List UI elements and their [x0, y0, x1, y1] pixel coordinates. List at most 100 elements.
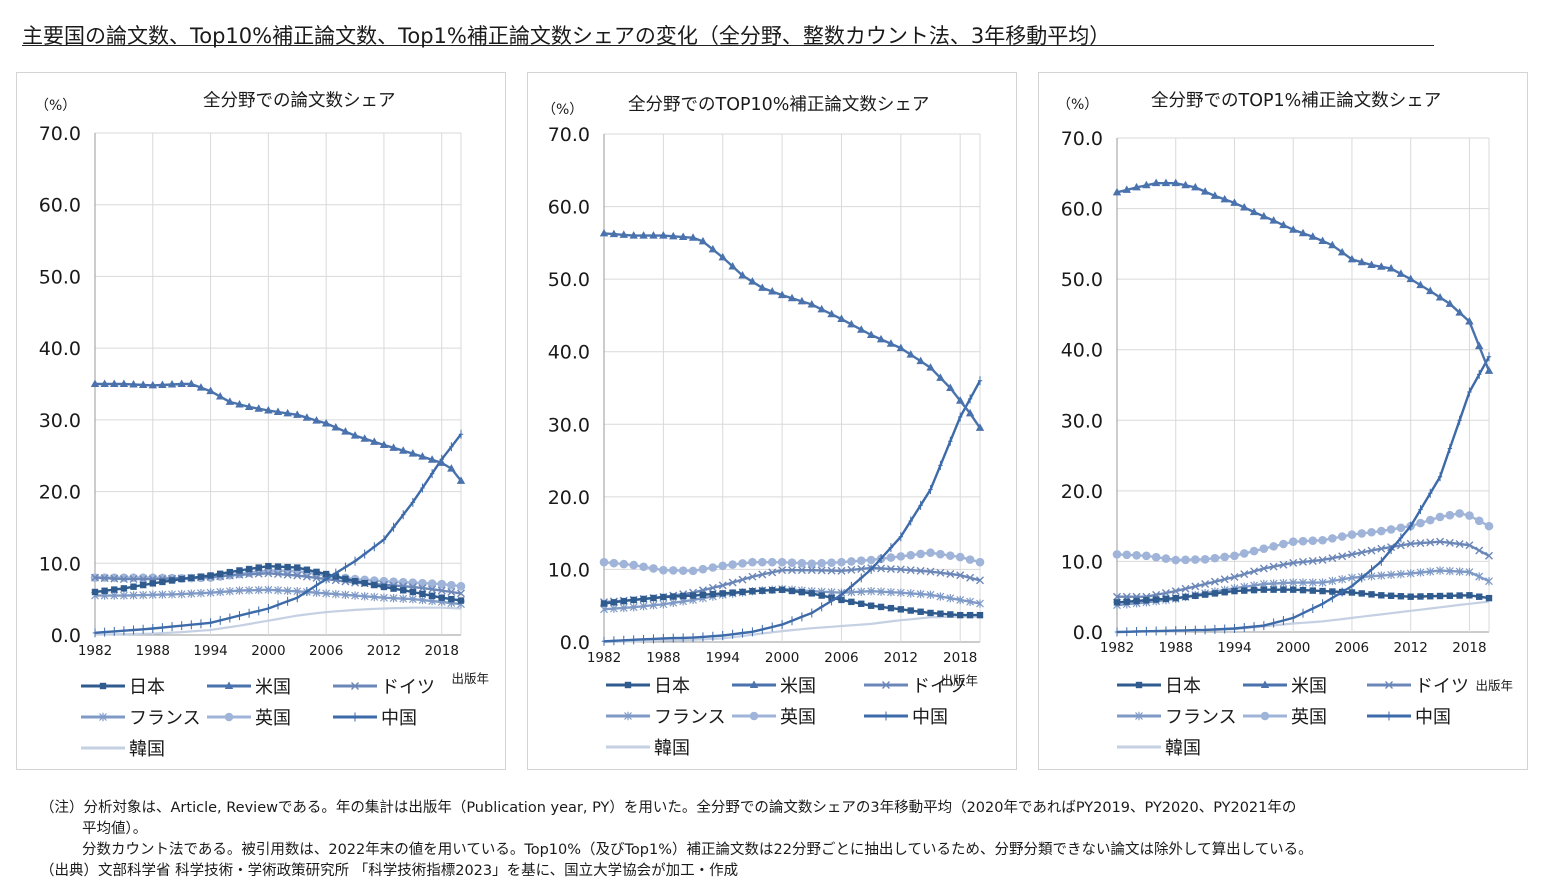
legend-swatch-marker	[1135, 711, 1143, 721]
data-point	[1377, 571, 1386, 580]
data-point	[1347, 254, 1357, 263]
note-line-1: （注）分析対象は、Article, Reviewである。年の集計は出版年（Pub…	[40, 800, 1297, 816]
data-point	[1122, 185, 1131, 193]
data-point	[976, 599, 984, 608]
data-point	[295, 593, 300, 603]
data-point	[858, 600, 865, 607]
legend-swatch-marker	[1135, 681, 1143, 689]
data-point	[343, 562, 348, 572]
page-title: 主要国の論文数、Top10%補正論文数、Top1%補正論文数シェアの変化（全分野…	[22, 24, 1111, 48]
data-point	[640, 595, 647, 603]
data-point	[419, 590, 426, 598]
data-point	[1425, 515, 1435, 525]
data-point	[857, 564, 866, 573]
data-point	[264, 585, 273, 595]
data-point	[189, 620, 194, 630]
data-point	[896, 552, 906, 561]
data-point	[1269, 562, 1278, 571]
x-tick-label: 1988	[1159, 640, 1193, 656]
data-point	[975, 557, 985, 567]
data-point	[678, 232, 688, 241]
data-point	[829, 596, 834, 606]
y-tick-label: 20.0	[1061, 481, 1103, 503]
data-point	[639, 231, 648, 239]
data-point	[838, 596, 845, 604]
data-point	[274, 570, 282, 579]
legend-item: 日本	[606, 676, 690, 697]
data-point	[1210, 191, 1220, 199]
data-point	[946, 383, 955, 391]
data-point	[409, 588, 417, 596]
data-point	[370, 437, 379, 445]
data-point	[601, 636, 607, 646]
chart-panel-papers: 全分野での論文数シェア （%） 0.0 10.0 20.0 30.0 40.0 50.0 60.…	[16, 72, 506, 770]
data-point	[1310, 603, 1315, 613]
data-point	[1241, 587, 1248, 594]
data-point	[159, 578, 166, 586]
x-tick-label: 2018	[943, 650, 977, 666]
legend-label: 米国	[255, 677, 291, 698]
data-point	[759, 587, 766, 594]
data-point	[1299, 557, 1307, 566]
data-point	[1486, 352, 1492, 362]
data-point	[1318, 236, 1327, 245]
data-point	[1349, 581, 1355, 591]
data-point	[1485, 576, 1493, 586]
title-underline	[22, 45, 1434, 46]
data-point	[906, 566, 915, 575]
data-point	[1386, 525, 1396, 534]
legend-item: フランス	[1117, 707, 1237, 728]
x-tick-label: 2006	[1335, 640, 1369, 656]
data-point	[1318, 556, 1327, 565]
data-point	[1408, 521, 1413, 531]
x-tick-label: 1994	[1217, 640, 1251, 656]
data-point	[916, 566, 925, 575]
data-point	[738, 271, 747, 279]
data-point	[859, 573, 864, 583]
data-point	[1279, 578, 1288, 588]
y-axis-unit-label: （%）	[542, 102, 583, 118]
data-point	[1308, 578, 1317, 587]
data-point	[1418, 505, 1423, 515]
data-point	[1212, 624, 1218, 634]
data-point	[1426, 567, 1435, 576]
data-point	[827, 309, 836, 318]
data-point	[965, 408, 975, 417]
data-point	[285, 596, 290, 606]
data-point	[599, 228, 609, 237]
data-point	[1281, 615, 1286, 625]
data-point	[1173, 626, 1178, 636]
series-フランス	[91, 585, 465, 609]
data-point	[1396, 569, 1405, 579]
data-point	[609, 229, 619, 238]
data-point	[817, 304, 826, 313]
y-tick-label: 10.0	[548, 559, 590, 581]
data-point	[857, 325, 866, 333]
data-point	[847, 557, 856, 566]
data-point	[129, 575, 138, 584]
data-point	[946, 551, 955, 560]
data-point	[1142, 551, 1151, 561]
data-point	[265, 562, 272, 570]
legend-item: 英国	[207, 708, 291, 729]
data-point	[1249, 207, 1259, 216]
data-point	[898, 532, 904, 542]
data-point	[1298, 228, 1308, 237]
data-point	[1426, 538, 1435, 547]
legend-label: フランス	[654, 707, 726, 728]
data-point	[609, 558, 619, 568]
data-point	[302, 572, 311, 581]
data-point	[1338, 575, 1347, 584]
data-point	[244, 402, 254, 410]
data-point	[799, 612, 805, 622]
data-point	[177, 379, 186, 387]
data-point	[679, 592, 687, 600]
data-point	[1269, 216, 1278, 224]
data-point	[1455, 567, 1464, 576]
data-point	[887, 587, 895, 597]
data-point	[391, 522, 396, 532]
data-point	[760, 624, 765, 634]
data-point	[1377, 544, 1386, 553]
